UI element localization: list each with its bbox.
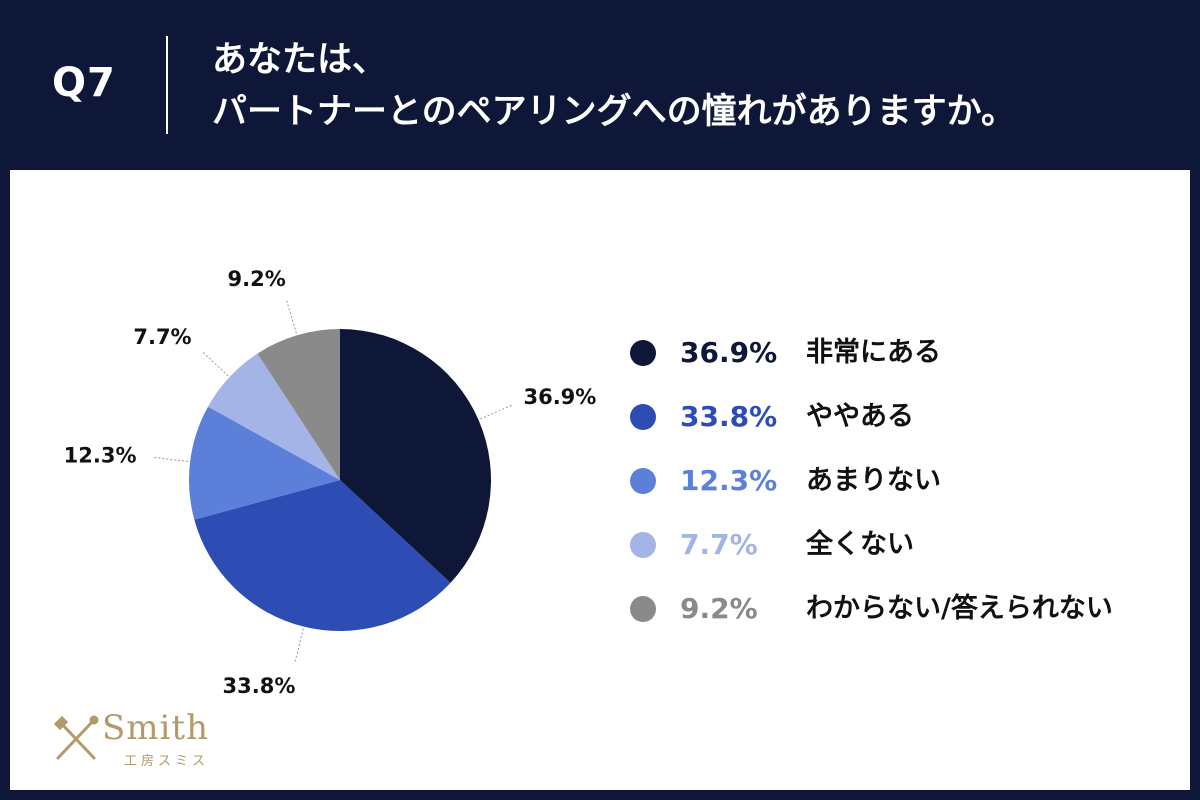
legend-percent-1: 33.8% [680, 400, 778, 433]
legend-label-1: ややある [806, 401, 914, 432]
legend-dot-4 [630, 596, 656, 622]
logo-wordmark: Smith [102, 708, 209, 748]
legend-label-2: あまりない [806, 465, 941, 496]
legend-item-3: 7.7% 全くない [630, 522, 1170, 586]
pie-chart: 36.9% 33.8% 12.3% 7.7% 9.2% [64, 267, 597, 698]
header-divider [166, 36, 168, 134]
legend-item-1: 33.8% ややある [630, 394, 1170, 458]
question-title-line-1: あなたは、 [212, 40, 388, 80]
legend-label-3: 全くない [806, 529, 914, 560]
legend-label-4: わからない/答えられない [806, 593, 1113, 624]
pie-slices [189, 329, 491, 631]
legend-label-0: 非常にある [806, 337, 941, 368]
pie-leader-lines [154, 300, 512, 662]
legend-dot-3 [630, 532, 656, 558]
crossed-tools-icon [53, 715, 99, 760]
legend-item-2: 12.3% あまりない [630, 458, 1170, 522]
legend-percent-0: 36.9% [680, 336, 778, 369]
chart-panel: 36.9% 33.8% 12.3% 7.7% 9.2% 36.9% 非常にある 33.8% や… [10, 170, 1190, 790]
legend-dot-2 [630, 468, 656, 494]
pie-slice-1 [194, 480, 451, 631]
legend-item-0: 36.9% 非常にある [630, 330, 1170, 394]
question-number: Q7 [52, 60, 116, 106]
legend-dot-1 [630, 404, 656, 430]
pie-slice-4 [257, 329, 340, 480]
legend-item-4: 9.2% わからない/答えられない [630, 586, 1170, 650]
logo-subtitle: 工房スミス [124, 754, 210, 769]
pie-slice-2 [189, 406, 340, 520]
legend-dot-0 [630, 340, 656, 366]
pie-slice-0 [340, 329, 491, 583]
pie-leader-0 [480, 404, 512, 420]
pie-leader-2 [154, 456, 189, 463]
pie-leader-3 [202, 352, 229, 377]
header: Q7 あなたは、 パートナーとのペアリングへの憧れがありますか。 [0, 0, 1200, 170]
pie-label-0: 36.9% [523, 385, 596, 409]
legend-percent-3: 7.7% [680, 528, 758, 561]
logo: Smith 工房スミス [50, 708, 250, 778]
pie-leader-4 [286, 300, 297, 334]
legend-percent-2: 12.3% [680, 464, 778, 497]
pie-data-labels: 36.9% 33.8% 12.3% 7.7% 9.2% [64, 267, 597, 698]
pie-leader-1 [294, 628, 304, 662]
legend-percent-4: 9.2% [680, 592, 758, 625]
pie-slice-3 [208, 353, 340, 480]
question-title: あなたは、 パートナーとのペアリングへの憧れがありますか。 [212, 34, 1172, 138]
question-title-line-2: パートナーとのペアリングへの憧れがありますか。 [212, 92, 1016, 132]
pie-label-3: 7.7% [133, 325, 191, 349]
pie-label-4: 9.2% [228, 267, 286, 291]
pie-label-1: 33.8% [223, 674, 296, 698]
legend: 36.9% 非常にある 33.8% ややある 12.3% あまりない 7.7% 全くない 9.2… [630, 330, 1170, 650]
pie-label-2: 12.3% [64, 444, 137, 468]
